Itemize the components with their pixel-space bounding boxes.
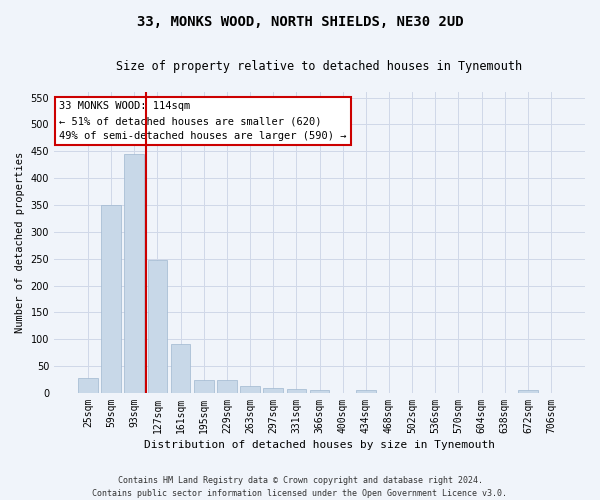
Bar: [148, 260, 167, 393]
Bar: [356, 390, 376, 393]
Bar: [124, 154, 144, 393]
Title: Size of property relative to detached houses in Tynemouth: Size of property relative to detached ho…: [116, 60, 523, 73]
Bar: [263, 388, 283, 393]
Bar: [240, 386, 260, 393]
Bar: [171, 344, 190, 393]
X-axis label: Distribution of detached houses by size in Tynemouth: Distribution of detached houses by size …: [144, 440, 495, 450]
Bar: [194, 380, 214, 393]
Bar: [217, 380, 237, 393]
Text: Contains HM Land Registry data © Crown copyright and database right 2024.
Contai: Contains HM Land Registry data © Crown c…: [92, 476, 508, 498]
Text: 33 MONKS WOOD: 114sqm
← 51% of detached houses are smaller (620)
49% of semi-det: 33 MONKS WOOD: 114sqm ← 51% of detached …: [59, 101, 347, 141]
Bar: [310, 390, 329, 393]
Text: 33, MONKS WOOD, NORTH SHIELDS, NE30 2UD: 33, MONKS WOOD, NORTH SHIELDS, NE30 2UD: [137, 15, 463, 29]
Bar: [78, 378, 98, 393]
Bar: [518, 390, 538, 393]
Bar: [287, 388, 306, 393]
Bar: [101, 205, 121, 393]
Y-axis label: Number of detached properties: Number of detached properties: [15, 152, 25, 333]
